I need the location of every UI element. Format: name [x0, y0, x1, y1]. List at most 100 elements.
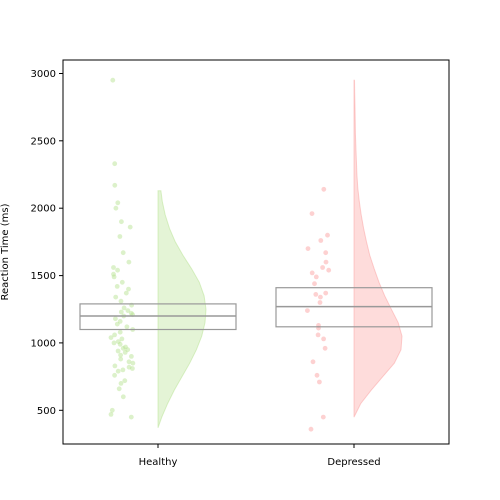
- healthy-data-point: [125, 308, 131, 313]
- y-tick-label: 2000: [31, 204, 56, 215]
- healthy-data-point: [117, 341, 123, 347]
- y-tick-label: 2500: [31, 136, 56, 147]
- healthy-data-point: [120, 250, 126, 256]
- healthy-data-point: [112, 161, 118, 167]
- healthy-data-point: [116, 386, 122, 392]
- healthy-data-point: [108, 412, 114, 417]
- depressed-density-cloud: [353, 79, 403, 418]
- healthy-data-point: [125, 347, 131, 353]
- depressed-data-point: [325, 232, 330, 238]
- depressed-data-point: [312, 281, 317, 287]
- healthy-data-point: [115, 348, 121, 354]
- density-clouds: [157, 79, 403, 428]
- depressed-data-point: [320, 414, 326, 420]
- depressed-data-point: [323, 250, 329, 256]
- healthy-data-point: [113, 316, 118, 322]
- healthy-data-point: [122, 378, 128, 384]
- depressed-data-point: [321, 186, 327, 192]
- healthy-data-point: [123, 344, 128, 350]
- healthy-data-point: [127, 224, 133, 230]
- healthy-data-point: [119, 219, 124, 225]
- depressed-data-point: [313, 274, 319, 280]
- y-tick-label: 1500: [31, 271, 56, 282]
- healthy-data-point: [130, 366, 135, 371]
- healthy-data-point: [117, 319, 123, 324]
- healthy-data-point: [112, 372, 117, 378]
- healthy-data-point: [126, 359, 132, 365]
- healthy-data-point: [124, 324, 130, 330]
- healthy-data-point: [108, 335, 114, 340]
- depressed-data-point: [310, 359, 316, 365]
- depressed-data-point: [326, 267, 332, 273]
- healthy-data-point: [111, 271, 116, 277]
- y-tick-label: 1000: [31, 338, 56, 349]
- healthy-data-point: [117, 329, 123, 335]
- healthy-data-point: [121, 305, 127, 311]
- healthy-data-point: [118, 309, 124, 315]
- depressed-data-point: [313, 292, 319, 297]
- plot-frame: [62, 59, 450, 445]
- depressed-data-point: [317, 300, 323, 305]
- y-tick-label: 500: [37, 406, 56, 417]
- depressed-data-point: [322, 345, 328, 351]
- healthy-data-point: [110, 77, 116, 83]
- depressed-data-point: [305, 308, 310, 313]
- healthy-data-point: [118, 352, 123, 358]
- x-tick-label-healthy: Healthy: [139, 457, 178, 468]
- healthy-data-point: [120, 394, 126, 400]
- healthy-data-point: [114, 284, 120, 289]
- healthy-data-point: [112, 332, 117, 338]
- healthy-data-point: [112, 363, 118, 369]
- healthy-data-point: [120, 367, 126, 373]
- depressed-data-point: [318, 294, 323, 300]
- healthy-data-point: [128, 310, 134, 316]
- healthy-data-point: [111, 274, 117, 280]
- healthy-data-point: [115, 200, 121, 206]
- depressed-data-point: [323, 259, 329, 265]
- x-tick-label-depressed: Depressed: [327, 457, 380, 468]
- healthy-data-point: [115, 267, 120, 273]
- healthy-data-point: [118, 381, 124, 386]
- healthy-data-point: [112, 182, 118, 188]
- healthy-data-point: [118, 298, 124, 304]
- healthy-data-point: [118, 356, 124, 362]
- healthy-data-point: [126, 364, 132, 370]
- depressed-data-point: [321, 336, 326, 342]
- y-tick-label: 3000: [31, 69, 56, 80]
- depressed-data-point: [323, 290, 329, 296]
- box-summaries: [79, 287, 433, 331]
- healthy-data-point: [115, 368, 121, 374]
- healthy-data-point: [129, 354, 134, 359]
- y-axis: 500 1000 1500 2000 2500 3000: [31, 69, 63, 417]
- healthy-data-point: [113, 205, 119, 211]
- healthy-data-point: [126, 286, 131, 292]
- depressed-data-point: [305, 246, 311, 252]
- healthy-data-point: [128, 414, 134, 420]
- healthy-data-point: [126, 259, 132, 265]
- x-axis: Healthy Depressed: [139, 444, 381, 468]
- healthy-data-point: [113, 294, 119, 300]
- depressed-data-point: [320, 265, 325, 270]
- depressed-data-point: [317, 379, 322, 385]
- healthy-data-point: [130, 360, 136, 366]
- healthy-data-point: [122, 350, 128, 355]
- depressed-data-point: [314, 372, 320, 378]
- jitter-points: [108, 77, 332, 432]
- healthy-data-point: [114, 321, 120, 327]
- healthy-data-point: [119, 279, 125, 285]
- depressed-data-point: [309, 211, 315, 217]
- healthy-data-point: [111, 340, 117, 346]
- y-axis-label: Reaction Time (ms): [0, 203, 11, 300]
- healthy-data-point: [111, 265, 116, 270]
- depressed-data-point: [315, 332, 321, 338]
- healthy-density-cloud: [157, 190, 207, 428]
- depressed-data-point: [318, 238, 324, 243]
- healthy-data-point: [120, 345, 126, 351]
- healthy-data-point: [109, 407, 115, 413]
- healthy-data-point: [123, 290, 129, 296]
- healthy-data-point: [115, 339, 121, 344]
- healthy-data-point: [117, 234, 123, 239]
- depressed-data-point: [309, 270, 315, 276]
- healthy-data-point: [119, 336, 125, 342]
